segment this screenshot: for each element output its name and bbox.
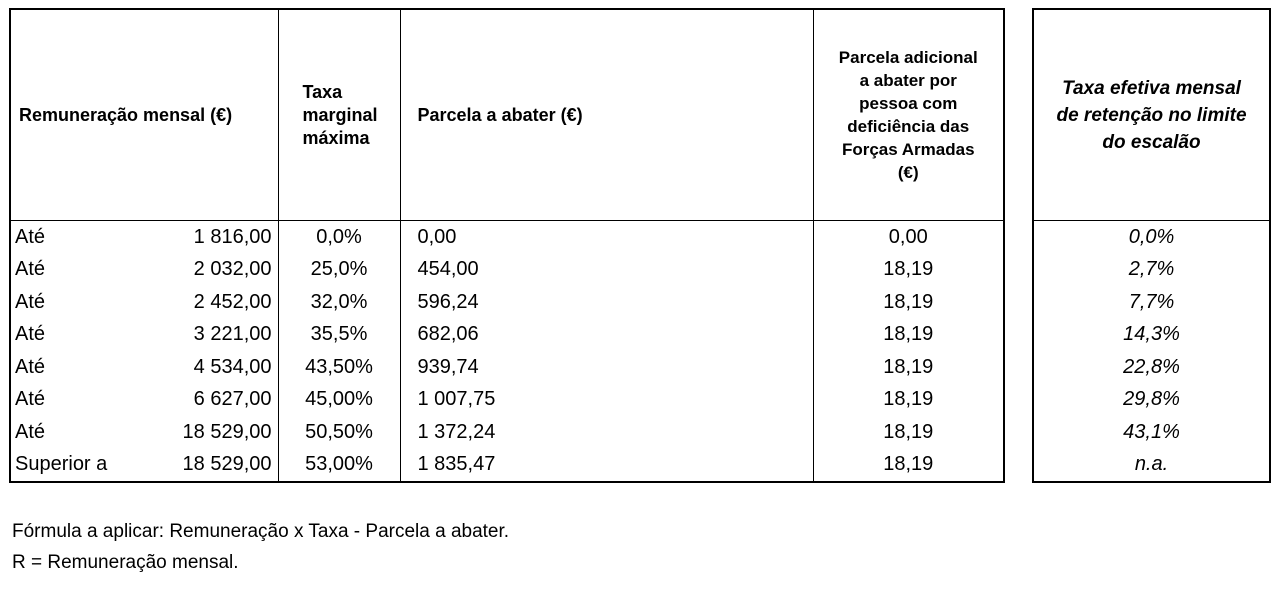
effective-rate: 43,1% (1123, 420, 1180, 443)
marginal-rate: 25,0% (277, 253, 400, 286)
tax-brackets-table: Remuneração mensal (€) Taxa marginal máx… (9, 8, 1005, 483)
header-row: Remuneração mensal (€) Taxa marginal máx… (10, 9, 1004, 221)
bracket-limit: 3 221,00 (193, 323, 272, 346)
formula-note: Fórmula a aplicar: Remuneração x Taxa - … (12, 521, 510, 542)
header-remuneracao-mensal: Remuneração mensal (€) (10, 9, 278, 221)
bracket-prefix: Até (15, 258, 46, 281)
additional-deduction: 18,19 (812, 416, 1004, 449)
additional-deduction: 0,00 (812, 220, 1004, 254)
table-row: Superior a 18 529,00 53,00% 1 835,47 18,1… (10, 448, 1004, 482)
effective-rate: n.a. (1134, 453, 1169, 476)
deduction-amount: 1 835,47 (399, 448, 813, 482)
effective-rate: 22,8% (1123, 355, 1180, 378)
bracket-prefix: Até (15, 355, 46, 378)
header-parcela-adicional: Parcela adicional a abater por pessoa co… (812, 9, 1004, 221)
marginal-rate: 35,5% (277, 318, 400, 351)
effective-rate-table: Taxa efetiva mensal de retenção no limit… (1032, 8, 1271, 483)
table-row: Até 3 221,00 35,5% 682,06 18,19 (10, 318, 1004, 351)
table-row: Até 4 534,00 43,50% 939,74 18,19 (10, 351, 1004, 384)
bracket-prefix: Até (15, 323, 46, 346)
additional-deduction: 18,19 (812, 383, 1004, 416)
marginal-rate: 53,00% (277, 448, 400, 482)
bracket-prefix: Até (15, 225, 46, 248)
additional-deduction: 18,19 (812, 351, 1004, 384)
marginal-rate: 0,0% (277, 220, 400, 254)
marginal-rate: 43,50% (277, 351, 400, 384)
additional-deduction: 18,19 (812, 286, 1004, 319)
marginal-rate: 50,50% (277, 416, 400, 449)
header-parcela-a-abater: Parcela a abater (€) (399, 9, 813, 221)
effective-rate: 14,3% (1123, 323, 1180, 346)
bracket-limit: 18 529,00 (182, 453, 272, 476)
deduction-amount: 939,74 (399, 351, 813, 384)
marginal-rate: 32,0% (277, 286, 400, 319)
footer-notes: Fórmula a aplicar: Remuneração x Taxa - … (12, 516, 509, 578)
additional-deduction: 18,19 (812, 448, 1004, 482)
deduction-amount: 596,24 (399, 286, 813, 319)
bracket-limit: 6 627,00 (193, 388, 272, 411)
bracket-prefix: Até (15, 388, 46, 411)
bracket-limit: 2 452,00 (193, 290, 272, 313)
bracket-prefix: Superior a (15, 453, 108, 476)
effective-rate: 7,7% (1128, 290, 1175, 313)
marginal-rate: 45,00% (277, 383, 400, 416)
header-taxa-efetiva: Taxa efetiva mensal de retenção no limit… (1033, 9, 1270, 221)
bracket-limit: 18 529,00 (182, 420, 272, 443)
deduction-amount: 682,06 (399, 318, 813, 351)
deduction-amount: 0,00 (399, 220, 813, 254)
bracket-limit: 2 032,00 (193, 258, 272, 281)
deduction-amount: 1 007,75 (399, 383, 813, 416)
deduction-amount: 1 372,24 (399, 416, 813, 449)
deduction-amount: 454,00 (399, 253, 813, 286)
table-row: Até 2 452,00 32,0% 596,24 18,19 (10, 286, 1004, 319)
header-taxa-marginal-maxima: Taxa marginal máxima (277, 9, 400, 221)
table-row: Até 18 529,00 50,50% 1 372,24 18,19 (10, 416, 1004, 449)
remuneration-note: R = Remuneração mensal. (12, 552, 239, 573)
additional-deduction: 18,19 (812, 253, 1004, 286)
bracket-limit: 1 816,00 (193, 225, 272, 248)
bracket-prefix: Até (15, 290, 46, 313)
bracket-limit: 4 534,00 (193, 355, 272, 378)
additional-deduction: 18,19 (812, 318, 1004, 351)
effective-rate: 29,8% (1123, 388, 1180, 411)
table-row: Até 2 032,00 25,0% 454,00 18,19 (10, 253, 1004, 286)
table-row: Até 1 816,00 0,0% 0,00 0,00 (10, 220, 1004, 254)
bracket-prefix: Até (15, 420, 46, 443)
table-row: Até 6 627,00 45,00% 1 007,75 18,19 (10, 383, 1004, 416)
effective-rate: 2,7% (1128, 258, 1175, 281)
effective-rate: 0,0% (1128, 225, 1175, 248)
